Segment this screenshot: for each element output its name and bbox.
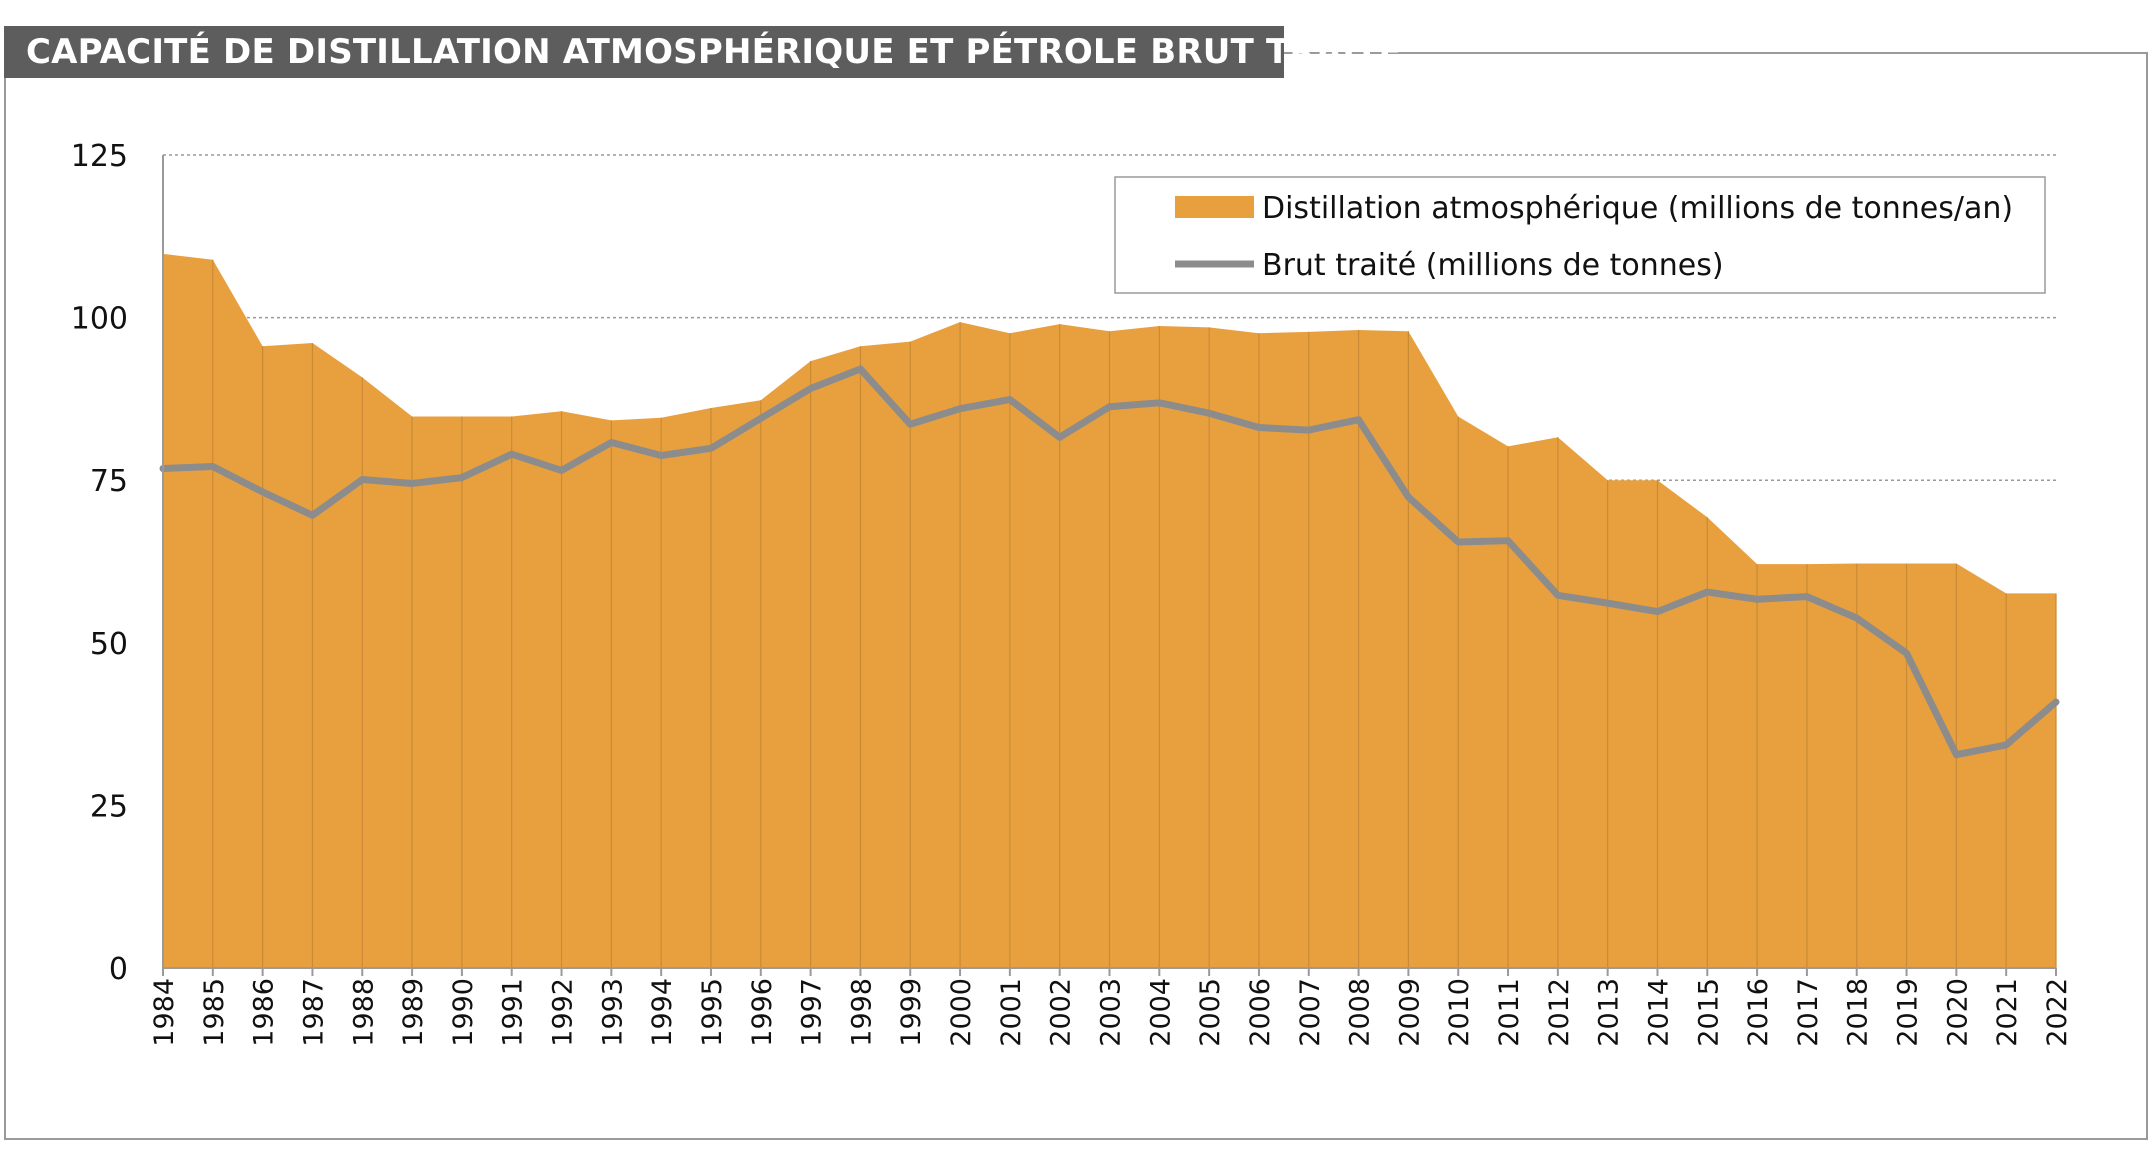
x-tick-label-1986: 1986 bbox=[249, 978, 280, 1047]
legend-label-area: Distillation atmosphérique (millions de … bbox=[1262, 191, 2013, 226]
line-point-2002 bbox=[1059, 436, 1061, 438]
line-point-1987 bbox=[311, 514, 313, 516]
x-tick-label-2004: 2004 bbox=[1145, 978, 1176, 1047]
line-point-2003 bbox=[1109, 406, 1110, 408]
line-point-2011 bbox=[1507, 540, 1509, 542]
y-tick-label-125: 125 bbox=[71, 139, 128, 174]
legend: Distillation atmosphérique (millions de … bbox=[1114, 176, 2046, 294]
x-tick-label-2021: 2021 bbox=[1992, 978, 2023, 1047]
x-tick-label-2008: 2008 bbox=[1345, 978, 1376, 1047]
x-tick-label-1998: 1998 bbox=[846, 978, 877, 1047]
line-point-1992 bbox=[561, 469, 563, 471]
x-tick-label-2003: 2003 bbox=[1096, 978, 1127, 1047]
line-point-1996 bbox=[760, 417, 762, 419]
x-tick-label-1988: 1988 bbox=[348, 978, 379, 1047]
x-tick-label-1984: 1984 bbox=[149, 978, 180, 1047]
line-point-2001 bbox=[1009, 399, 1011, 401]
line-point-1995 bbox=[710, 447, 712, 449]
line-point-1994 bbox=[660, 454, 662, 456]
x-tick-label-2015: 2015 bbox=[1693, 978, 1724, 1047]
y-tick-label-25: 25 bbox=[90, 789, 128, 824]
legend-label-line: Brut traité (millions de tonnes) bbox=[1262, 248, 1724, 283]
x-tick-label-2020: 2020 bbox=[1942, 978, 1973, 1047]
line-point-2004 bbox=[1158, 402, 1160, 404]
x-tick-label-2002: 2002 bbox=[1046, 978, 1077, 1047]
chart-title-bar: CAPACITÉ DE DISTILLATION ATMOSPHÉRIQUE E… bbox=[4, 26, 1402, 78]
x-tick-label-2019: 2019 bbox=[1893, 978, 1924, 1047]
y-tick-label-50: 50 bbox=[90, 627, 128, 662]
y-tick-label-0: 0 bbox=[109, 952, 128, 987]
x-tick-label-2007: 2007 bbox=[1295, 978, 1326, 1047]
x-tick-label-1992: 1992 bbox=[548, 978, 579, 1047]
line-point-1988 bbox=[361, 479, 363, 481]
line-point-1985 bbox=[212, 466, 214, 468]
line-point-2017 bbox=[1806, 596, 1808, 598]
y-tick-labels: 0 25 50 75 100 125 bbox=[71, 139, 128, 987]
x-tick-label-1999: 1999 bbox=[896, 978, 927, 1047]
x-tick-label-1991: 1991 bbox=[498, 978, 529, 1047]
line-point-1998 bbox=[859, 368, 861, 370]
y-tick-label-75: 75 bbox=[90, 464, 128, 499]
line-point-2005 bbox=[1208, 412, 1210, 414]
line-point-1993 bbox=[610, 441, 612, 443]
x-tick-label-2010: 2010 bbox=[1444, 978, 1475, 1047]
x-tick-label-2000: 2000 bbox=[946, 978, 977, 1047]
x-tick-label-2005: 2005 bbox=[1195, 978, 1226, 1047]
x-tick-label-2011: 2011 bbox=[1494, 978, 1525, 1047]
x-tick-label-1990: 1990 bbox=[448, 978, 479, 1047]
line-point-2015 bbox=[1706, 591, 1708, 593]
line-point-2016 bbox=[1756, 598, 1758, 600]
line-layer bbox=[159, 365, 2060, 759]
line-point-1990 bbox=[461, 477, 463, 479]
x-tick-label-2013: 2013 bbox=[1594, 978, 1625, 1047]
x-tick-label-1995: 1995 bbox=[697, 978, 728, 1047]
legend-swatch-area bbox=[1175, 196, 1254, 218]
line-point-2012 bbox=[1557, 594, 1559, 596]
line-point-2021 bbox=[2005, 744, 2007, 746]
line-point-2014 bbox=[1656, 611, 1658, 613]
line-point-2009 bbox=[1407, 496, 1409, 498]
line-point-1989 bbox=[411, 482, 413, 484]
x-tick-label-1993: 1993 bbox=[597, 978, 628, 1047]
y-tick-label-100: 100 bbox=[71, 302, 128, 337]
x-tick-label-2009: 2009 bbox=[1394, 978, 1425, 1047]
line-point-1999 bbox=[909, 423, 911, 425]
x-tick-label-2001: 2001 bbox=[996, 978, 1027, 1047]
x-tick-label-1989: 1989 bbox=[398, 978, 429, 1047]
x-tick-label-2017: 2017 bbox=[1793, 978, 1824, 1047]
line-point-2007 bbox=[1308, 429, 1310, 431]
x-tick-label-2018: 2018 bbox=[1843, 978, 1874, 1047]
x-tick-label-1987: 1987 bbox=[298, 978, 329, 1047]
line-point-2000 bbox=[959, 408, 961, 410]
x-tick-label-2022: 2022 bbox=[2042, 978, 2073, 1047]
x-tick-label-1997: 1997 bbox=[797, 978, 828, 1047]
line-point-1991 bbox=[511, 453, 513, 455]
line-point-2018 bbox=[1856, 617, 1858, 619]
x-tick-label-1994: 1994 bbox=[647, 978, 678, 1047]
x-tick-label-2014: 2014 bbox=[1643, 978, 1674, 1047]
chart-title: CAPACITÉ DE DISTILLATION ATMOSPHÉRIQUE E… bbox=[26, 32, 1402, 72]
line-point-2008 bbox=[1358, 419, 1360, 421]
x-tick-label-2006: 2006 bbox=[1245, 978, 1276, 1047]
line-point-1997 bbox=[810, 387, 812, 389]
x-tick-label-1985: 1985 bbox=[199, 978, 230, 1047]
line-point-2013 bbox=[1607, 602, 1609, 604]
line-point-2010 bbox=[1457, 541, 1459, 543]
line-point-2020 bbox=[1955, 754, 1957, 756]
vertical-lines-layer bbox=[162, 253, 2057, 968]
line-point-1986 bbox=[262, 491, 264, 493]
line-point-2006 bbox=[1258, 427, 1260, 429]
x-tick-label-2012: 2012 bbox=[1544, 978, 1575, 1047]
line-point-2019 bbox=[1906, 652, 1908, 654]
x-tick-label-2016: 2016 bbox=[1743, 978, 1774, 1047]
x-tick-label-1996: 1996 bbox=[747, 978, 778, 1047]
line-point-2022 bbox=[2055, 701, 2057, 703]
x-tick-labels: 1984 1985 1986 1987 1988 1989 1990 1991 1992 1993… bbox=[149, 978, 2073, 1047]
legend-box bbox=[1114, 176, 2046, 294]
axis-layer bbox=[162, 155, 2057, 976]
